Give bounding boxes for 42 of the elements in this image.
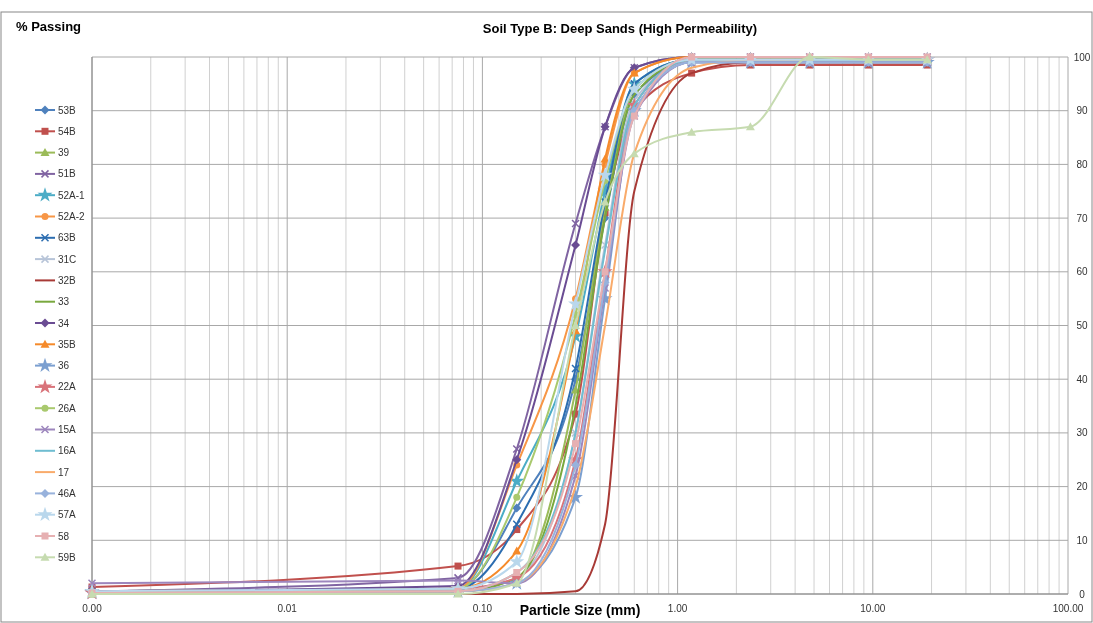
legend-label: 51B: [58, 168, 77, 180]
legend-label: 26A: [58, 402, 77, 414]
legend-label: 17: [58, 466, 70, 478]
y-tick-label: 10: [1076, 534, 1088, 546]
legend-label: 35B: [58, 338, 77, 350]
legend-label: 52A-2: [58, 211, 86, 222]
y-tick-label: 50: [1076, 320, 1088, 331]
legend-label: 63B: [58, 232, 77, 244]
x-tick-label: 0.10: [472, 603, 493, 614]
legend-label: 16A: [58, 445, 77, 457]
x-tick-label: 10.00: [860, 603, 886, 614]
y-tick-label: 100: [1073, 51, 1091, 63]
legend-label: 57A: [58, 509, 77, 521]
x-tick-label: 1.00: [667, 603, 688, 614]
y-tick-label: 70: [1076, 212, 1088, 224]
legend-label: 54B: [58, 125, 77, 137]
legend-label: 59B: [58, 551, 77, 563]
legend-label: 53B: [58, 104, 77, 116]
y-tick-label: 60: [1076, 266, 1088, 278]
legend-label: 32B: [58, 274, 77, 286]
x-tick-label: 0.00: [82, 603, 103, 614]
legend-label: 46A: [58, 487, 77, 499]
legend-label: 15A: [58, 424, 77, 435]
y-tick-label: 0: [1079, 588, 1086, 600]
y-tick-label: 80: [1076, 158, 1088, 170]
y-axis-title: % Passing: [16, 19, 82, 34]
legend-label: 36: [58, 360, 70, 372]
x-axis-title: Particle Size (mm): [519, 602, 641, 618]
x-tick-label: 0.01: [277, 603, 298, 614]
y-tick-label: 40: [1076, 373, 1088, 385]
legend-label: 31C: [58, 253, 77, 265]
legend-label: 52A-1: [58, 189, 86, 201]
legend-label: 58: [58, 530, 70, 542]
legend-label: 33: [58, 296, 70, 308]
y-tick-label: 90: [1076, 105, 1088, 117]
x-tick-label: 100.00: [1052, 603, 1084, 614]
y-tick-label: 20: [1076, 481, 1088, 493]
legend-label: 22A: [58, 381, 77, 393]
y-tick-label: 30: [1076, 427, 1088, 439]
legend-label: 39: [58, 147, 70, 159]
chart-title: Soil Type B: Deep Sands (High Permeability): [482, 21, 758, 36]
legend-label: 34: [58, 317, 70, 329]
